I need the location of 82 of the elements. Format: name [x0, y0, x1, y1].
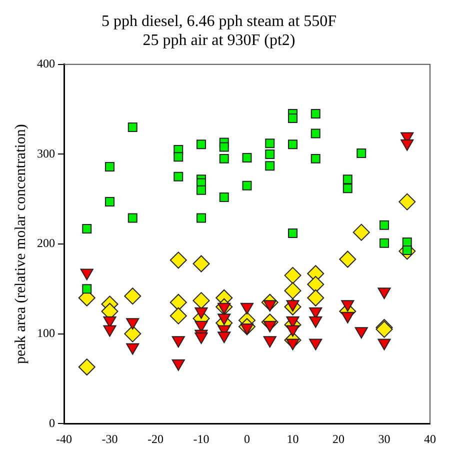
- point: [307, 276, 324, 293]
- point: [128, 122, 138, 132]
- point: [288, 228, 298, 238]
- point: [219, 142, 229, 152]
- y-tick-label: 100: [37, 326, 55, 340]
- point: [342, 184, 352, 194]
- point: [242, 153, 252, 163]
- point: [286, 325, 300, 337]
- point: [82, 284, 92, 294]
- y-tick-label: 0: [49, 416, 55, 430]
- point: [378, 338, 391, 350]
- point: [170, 294, 187, 311]
- point: [192, 255, 210, 272]
- point: [242, 180, 252, 190]
- x-tick-label: -10: [193, 432, 210, 446]
- point: [310, 109, 320, 119]
- point: [307, 289, 324, 306]
- point: [356, 148, 366, 158]
- point: [288, 140, 298, 150]
- point: [380, 238, 389, 248]
- point: [378, 288, 391, 300]
- x-tick-label: 10: [286, 432, 299, 446]
- x-tick-label: 30: [378, 432, 390, 446]
- y-tick-label: 300: [37, 146, 55, 160]
- y-axis-title: peak area (relative molar concentration): [12, 124, 29, 364]
- point: [218, 332, 231, 344]
- x-tick-label: 20: [332, 432, 344, 446]
- point: [128, 213, 138, 223]
- point: [219, 154, 229, 164]
- point: [265, 138, 275, 148]
- x-tick-label: -30: [102, 432, 118, 446]
- y-tick-label: 400: [37, 56, 55, 71]
- point: [286, 338, 300, 350]
- point: [354, 327, 368, 339]
- point: [352, 224, 370, 241]
- x-tick-label: 0: [244, 432, 250, 446]
- point: [126, 318, 140, 330]
- point: [196, 185, 206, 195]
- point: [172, 359, 185, 371]
- point: [174, 172, 184, 182]
- point: [380, 220, 389, 230]
- point: [265, 161, 275, 171]
- point: [309, 316, 322, 328]
- point: [82, 224, 92, 234]
- point: [124, 325, 142, 342]
- point: [398, 193, 416, 210]
- point: [196, 140, 206, 150]
- point: [172, 336, 185, 348]
- point: [288, 114, 298, 124]
- point: [78, 358, 96, 376]
- point: [192, 292, 210, 310]
- point: [263, 336, 276, 348]
- point: [105, 197, 114, 207]
- point: [284, 266, 302, 284]
- point: [341, 300, 354, 312]
- point: [310, 154, 320, 164]
- point: [309, 338, 322, 350]
- point: [284, 282, 302, 300]
- point: [218, 314, 231, 326]
- point: [265, 149, 275, 159]
- x-tick-label: -20: [148, 432, 164, 446]
- point: [194, 332, 208, 344]
- point: [310, 128, 320, 138]
- point: [124, 288, 142, 305]
- point: [194, 307, 208, 319]
- point: [174, 152, 184, 162]
- chart-title: 5 pph diesel, 6.46 pph steam at 550F 25 pph air at 930F (pt2): [101, 12, 337, 50]
- point: [341, 312, 354, 324]
- point: [170, 252, 187, 269]
- x-tick-label: -40: [56, 432, 72, 446]
- point: [103, 325, 116, 337]
- point: [170, 307, 187, 324]
- y-tick-label: 200: [37, 236, 55, 250]
- point: [196, 213, 206, 223]
- point: [219, 192, 229, 202]
- point: [80, 268, 94, 280]
- x-tick-label: 40: [424, 432, 436, 446]
- point: [240, 302, 254, 314]
- point: [342, 174, 352, 184]
- point: [339, 250, 356, 268]
- point: [126, 343, 140, 355]
- point: [105, 162, 114, 172]
